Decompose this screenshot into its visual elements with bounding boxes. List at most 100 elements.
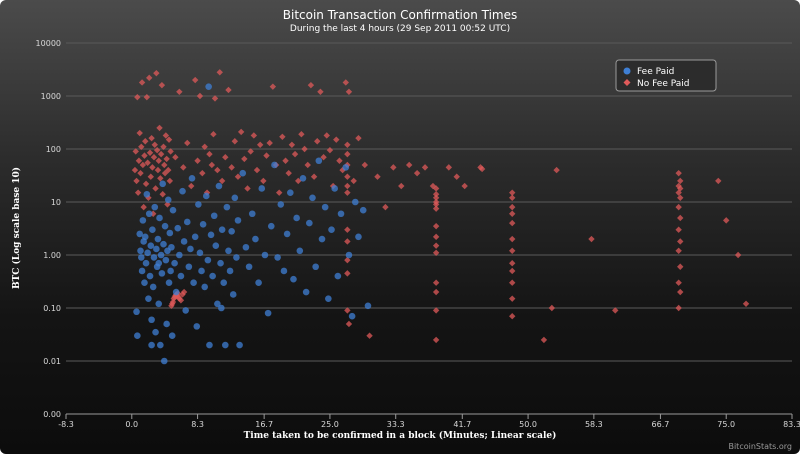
- fee-paid-point: [199, 220, 207, 228]
- no-fee-paid-point: [253, 166, 261, 174]
- no-fee-paid-point: [675, 182, 682, 190]
- no-fee-paid-point: [413, 169, 421, 177]
- no-fee-paid-point: [675, 226, 682, 233]
- no-fee-paid-point: [162, 132, 170, 139]
- fee-paid-point: [160, 357, 168, 365]
- fee-paid-point: [171, 259, 178, 267]
- fee-paid-point: [348, 312, 356, 320]
- no-fee-paid-point: [675, 169, 682, 177]
- fee-paid-point: [206, 341, 213, 349]
- no-fee-paid-point: [134, 189, 142, 196]
- no-fee-paid-point: [675, 247, 682, 255]
- fee-paid-point: [342, 164, 350, 171]
- no-fee-paid-point: [342, 79, 349, 86]
- fee-paid-point: [138, 267, 146, 275]
- fee-paid-point: [160, 240, 167, 248]
- no-fee-paid-point: [138, 143, 145, 151]
- fee-paid-point: [328, 226, 335, 234]
- no-fee-paid-point: [161, 169, 169, 177]
- fee-paid-point: [233, 254, 240, 261]
- fee-paid-point: [148, 316, 155, 324]
- legend-no-fee-paid-marker: [623, 79, 631, 86]
- no-fee-paid-point: [304, 161, 311, 169]
- no-fee-paid-point: [548, 304, 556, 312]
- no-fee-paid-point: [132, 148, 139, 155]
- y-axis-label: BTC (Log scale base 10): [11, 167, 22, 289]
- no-fee-paid-point: [344, 182, 351, 190]
- y-tick-label: 1000: [41, 92, 61, 101]
- chart-title: Bitcoin Transaction Confirmation Times: [283, 8, 518, 22]
- no-fee-paid-point: [160, 143, 167, 151]
- fee-paid-point: [337, 210, 345, 218]
- no-fee-paid-point: [509, 295, 516, 302]
- no-fee-paid-point: [157, 175, 164, 182]
- fee-paid-point: [220, 279, 228, 287]
- fee-paid-point: [364, 302, 372, 310]
- fee-paid-point: [236, 341, 243, 349]
- no-fee-paid-point: [445, 164, 453, 171]
- no-fee-paid-point: [157, 150, 165, 158]
- fee-paid-point: [271, 161, 278, 169]
- no-fee-paid-point: [146, 74, 153, 82]
- fee-paid-point: [210, 212, 218, 220]
- fee-paid-point: [150, 254, 158, 261]
- fee-paid-point: [154, 235, 162, 243]
- fee-paid-point: [274, 254, 281, 261]
- no-fee-paid-point: [211, 95, 219, 102]
- no-fee-paid-point: [222, 154, 229, 161]
- no-fee-paid-point: [142, 180, 150, 188]
- fee-paid-point: [306, 219, 313, 227]
- no-fee-paid-point: [432, 185, 440, 192]
- no-fee-paid-point: [194, 157, 201, 164]
- no-fee-paid-point: [374, 173, 381, 180]
- fee-paid-point: [204, 256, 212, 264]
- x-tick-label: 66.7: [652, 420, 670, 429]
- legend-box: [615, 59, 717, 92]
- no-fee-paid-point: [152, 185, 159, 192]
- fee-paid-point: [198, 267, 205, 275]
- fee-paid-point: [196, 249, 204, 257]
- fee-paid-point: [214, 300, 221, 308]
- no-fee-paid-point: [188, 182, 195, 190]
- y-axis-ticks: 0.00 0.01 0.10 1.00 10 100 1000 10000: [36, 39, 61, 419]
- fee-paid-point: [202, 192, 210, 200]
- no-fee-paid-point: [307, 81, 315, 89]
- no-fee-paid-point: [279, 133, 286, 140]
- fee-paid-point: [215, 182, 223, 190]
- no-fee-paid-point: [612, 307, 619, 314]
- no-fee-paid-point: [677, 214, 684, 222]
- fee-paid-point: [217, 259, 224, 267]
- no-fee-paid-point: [216, 69, 223, 76]
- legend[interactable]: Fee Paid No Fee Paid: [615, 59, 717, 92]
- fee-paid-point: [280, 267, 288, 275]
- no-fee-paid-point: [191, 76, 199, 84]
- no-fee-paid-point: [282, 157, 289, 164]
- fee-paid-point: [225, 247, 232, 255]
- no-fee-paid-point: [136, 129, 143, 137]
- x-tick-label: 75.0: [717, 420, 735, 429]
- fee-paid-point: [180, 238, 188, 245]
- no-fee-paid-point: [154, 166, 162, 174]
- no-fee-paid-point: [344, 173, 351, 180]
- no-fee-paid-point: [288, 141, 296, 149]
- fee-paid-point: [177, 272, 185, 280]
- no-fee-paid-point: [432, 242, 440, 249]
- fee-paid-point: [165, 279, 173, 287]
- fee-paid-point: [190, 279, 197, 287]
- no-fee-paid-point: [478, 165, 486, 173]
- credit-link[interactable]: BitcoinStats.org: [728, 442, 792, 451]
- no-fee-paid-point: [675, 203, 682, 211]
- fee-paid-point: [164, 196, 172, 204]
- no-fee-paid-point: [144, 159, 151, 166]
- no-fee-paid-point: [156, 124, 163, 132]
- no-fee-paid-point: [540, 336, 548, 344]
- no-fee-paid-point: [509, 203, 516, 211]
- no-fee-paid-point: [333, 136, 340, 143]
- no-fee-paid-point: [150, 154, 158, 161]
- fee-paid-point: [226, 267, 234, 275]
- no-fee-paid-point: [432, 201, 440, 208]
- no-fee-paid-point: [298, 131, 305, 138]
- fee-paid-point: [185, 263, 193, 271]
